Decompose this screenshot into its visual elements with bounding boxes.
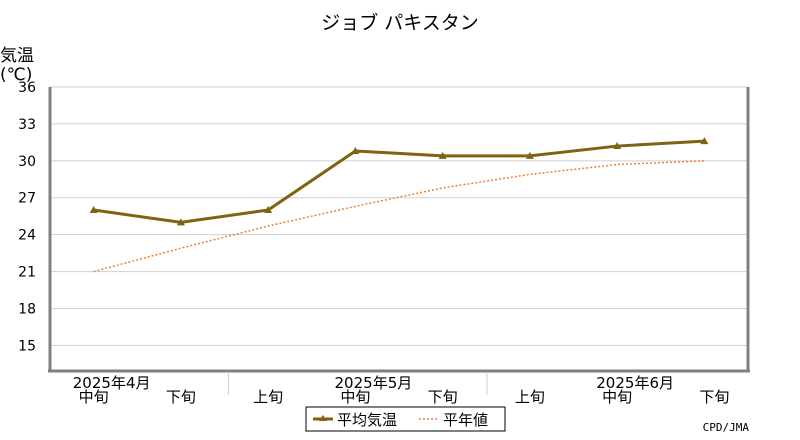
data-point [613, 142, 622, 150]
y-axis-label: 気温 [0, 46, 34, 66]
y-axis-ticks: 15 18 21 24 27 30 33 36 [18, 80, 36, 354]
x-tick-label: 下旬 [699, 388, 729, 406]
legend-label-series-1: 平均気温 [337, 411, 397, 429]
x-tick-label: 中旬 [79, 388, 109, 406]
legend-label-series-2: 平年値 [443, 411, 488, 429]
y-tick-label: 15 [18, 338, 36, 354]
x-tick-label: 中旬 [602, 388, 632, 406]
series-line-mean [93, 139, 705, 224]
data-point [438, 151, 447, 159]
y-axis-unit: (℃) [0, 65, 32, 85]
plot-area [89, 137, 709, 273]
x-month-label: 2025年4月 [73, 374, 151, 392]
x-tick-label: 上旬 [253, 388, 283, 406]
x-axis: 中旬 下旬 上旬 中旬 下旬 上旬 中旬 下旬 2025年4月 2025年5月 2025年6月 [73, 372, 729, 406]
y-tick-label: 33 [18, 117, 36, 133]
legend: 平均気温 平年値 [305, 406, 506, 432]
legend-marker-series-1 [319, 415, 327, 421]
data-point [264, 206, 273, 214]
source-credit: CPD/JMA [703, 421, 750, 434]
y-tick-label: 18 [18, 301, 36, 317]
chart-title: ジョブ パキスタン [321, 11, 478, 34]
y-tick-label: 30 [18, 154, 36, 170]
data-point [176, 218, 185, 226]
grid [48, 86, 750, 373]
x-month-label: 2025年5月 [335, 374, 413, 392]
x-month-label: 2025年6月 [596, 374, 674, 392]
legend-box [305, 406, 506, 432]
x-tick-label: 下旬 [428, 388, 458, 406]
data-point [525, 151, 534, 159]
data-point [89, 206, 98, 214]
y-tick-label: 27 [18, 191, 36, 207]
y-tick-label: 24 [18, 228, 36, 244]
x-tick-label: 中旬 [340, 388, 370, 406]
data-point [700, 137, 709, 145]
data-point [351, 146, 360, 154]
y-tick-label: 21 [18, 265, 36, 281]
series-line-normal [93, 160, 705, 273]
y-tick-label: 36 [18, 80, 36, 96]
x-tick-label: 下旬 [166, 388, 196, 406]
x-tick-label: 上旬 [515, 388, 545, 406]
